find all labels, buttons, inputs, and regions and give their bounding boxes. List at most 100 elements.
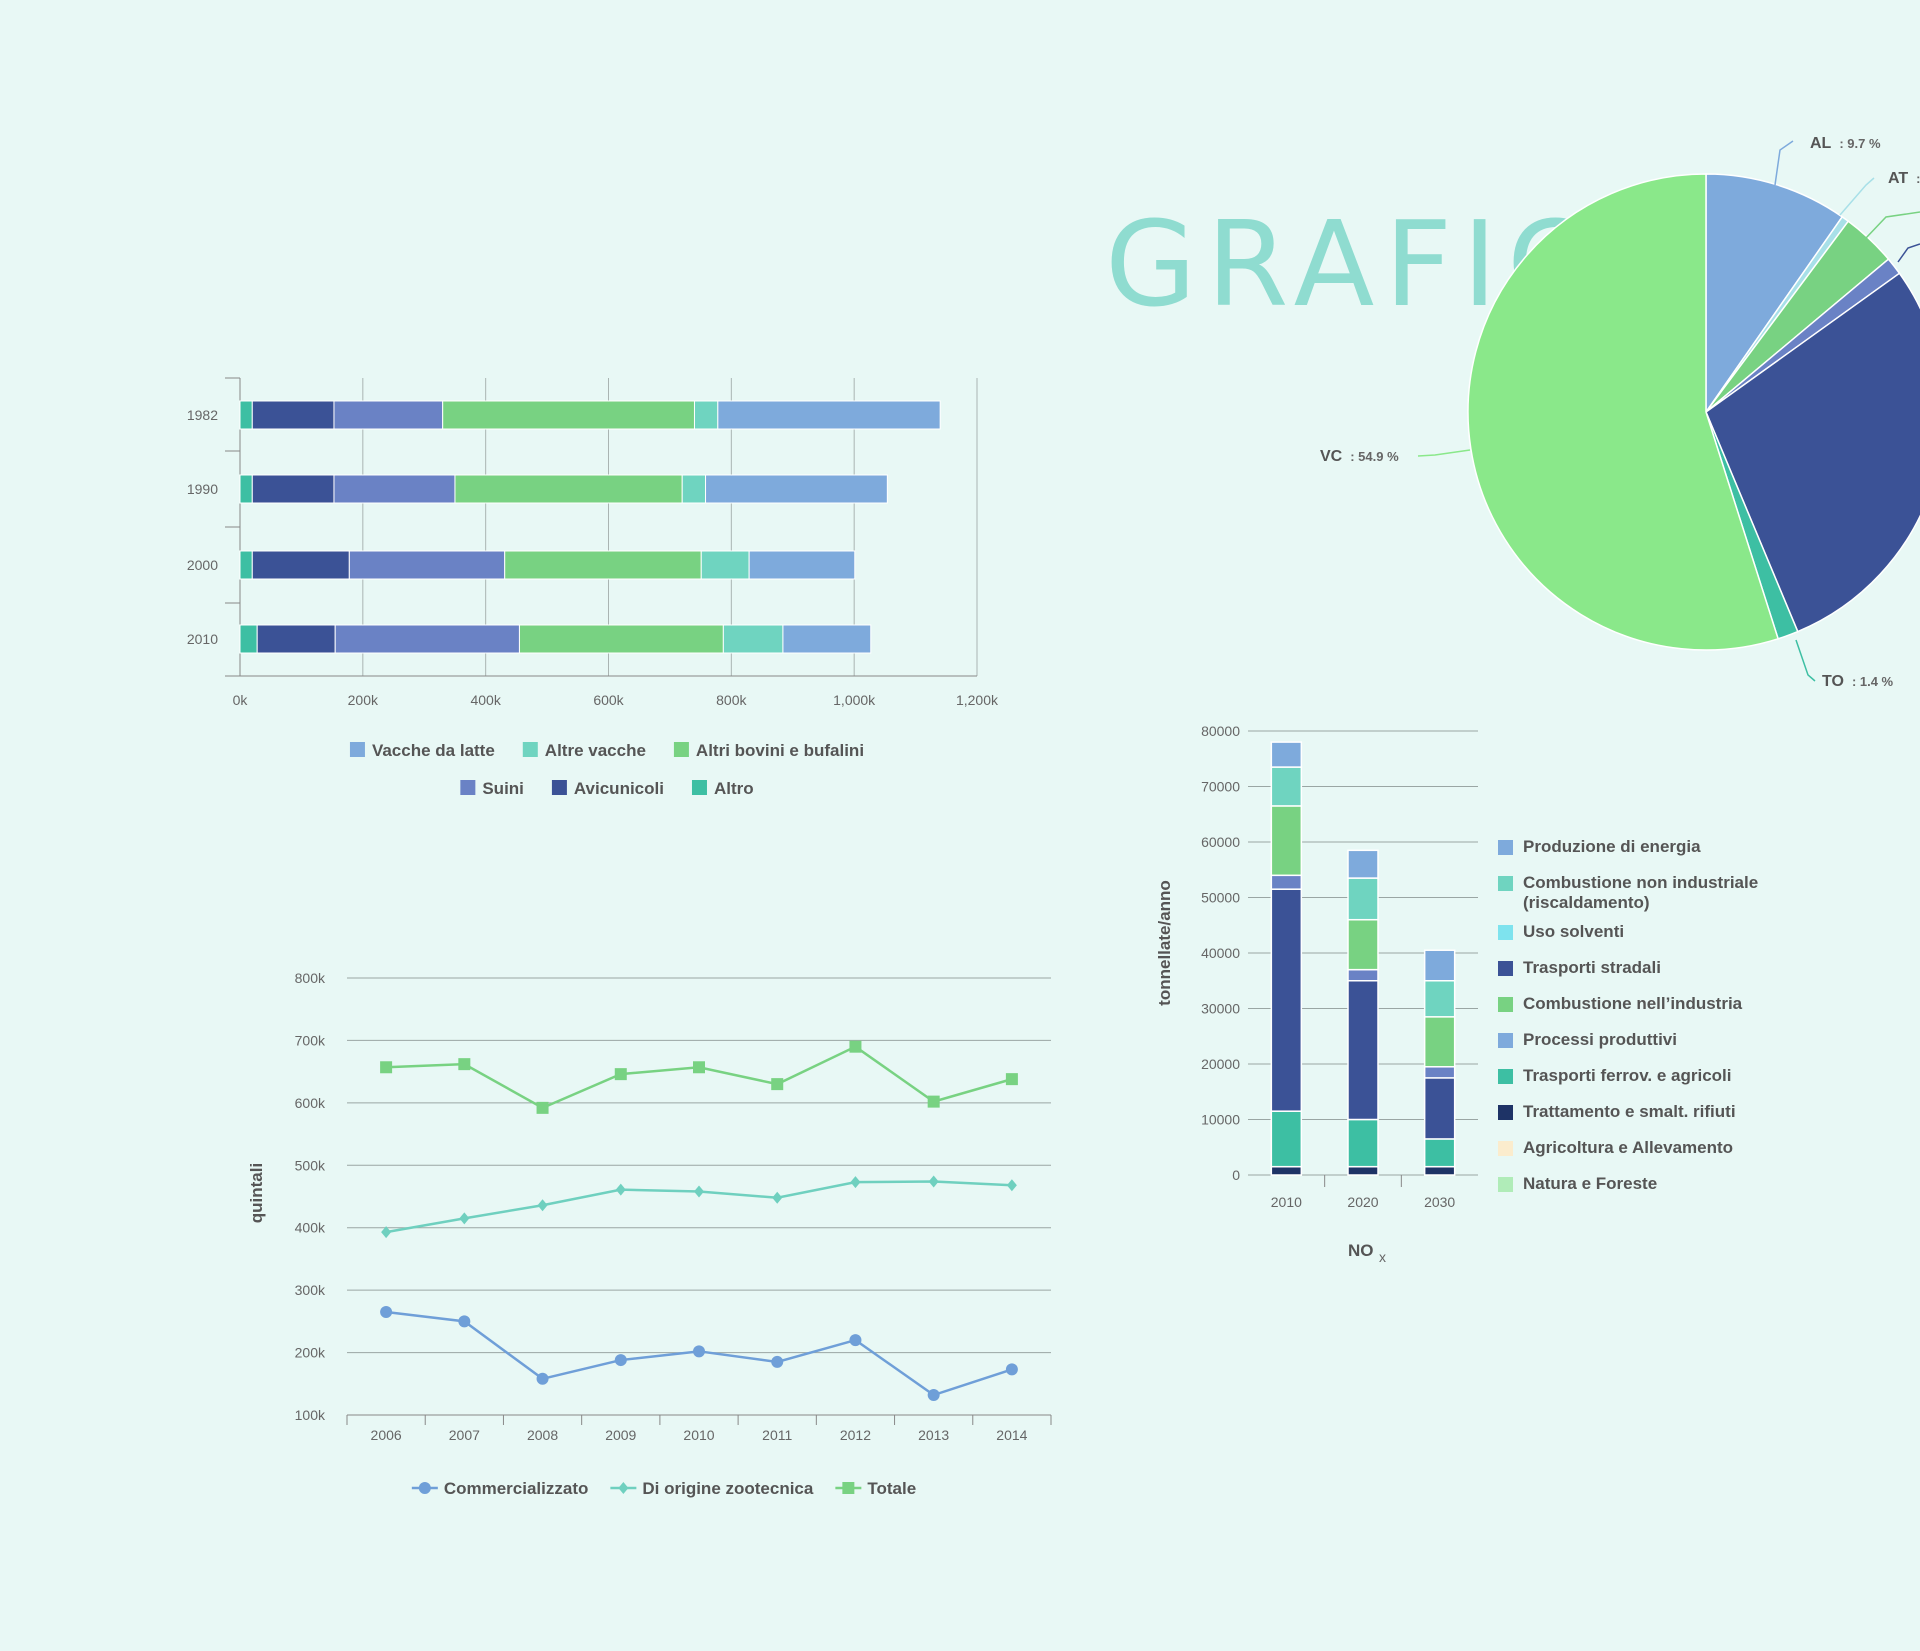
y-tick-label: 500k — [295, 1157, 326, 1173]
pie-slice-value: : 54.9 % — [1350, 449, 1399, 464]
y-category-label: 1982 — [187, 407, 218, 423]
pie-slice-value: : — [1916, 171, 1920, 186]
bar-segment — [717, 400, 941, 430]
legend-swatch — [1498, 1141, 1513, 1156]
legend-label: Uso solventi — [1523, 922, 1624, 941]
production-line-chart: 100k 200k 300k 400k 500k 600k 700k 800k 2006 2007… — [247, 970, 1052, 1498]
pie-leader-line — [1897, 243, 1920, 263]
legend-label: Combustione nell’industria — [1523, 994, 1743, 1013]
legend-label: Processi produttivi — [1523, 1030, 1677, 1049]
legend-swatch — [551, 780, 567, 795]
bar-segment — [1347, 918, 1379, 971]
y-tick-label: 200k — [295, 1345, 326, 1361]
data-point — [693, 1345, 705, 1358]
data-point — [1005, 1073, 1018, 1086]
data-point — [536, 1101, 549, 1114]
data-point — [927, 1389, 940, 1402]
pie-slice — [1705, 173, 1844, 415]
data-point — [850, 1176, 861, 1189]
pie-leader-line — [1865, 211, 1920, 239]
x-axis-title: NO — [1348, 1241, 1374, 1260]
bar-segment — [239, 474, 253, 504]
bar-segment — [348, 550, 506, 580]
x-tick-label: 1,000k — [833, 692, 876, 708]
legend-label: Suini — [482, 779, 524, 798]
legend-label: Combustione non industriale — [1523, 873, 1758, 892]
legend-swatch — [1498, 840, 1513, 855]
x-tick-label: 2007 — [449, 1427, 480, 1443]
x-tick-label: 2012 — [840, 1427, 871, 1443]
data-point — [849, 1334, 862, 1347]
x-tick-label: 2008 — [527, 1427, 558, 1443]
x-tick-label: 2030 — [1424, 1194, 1455, 1210]
bar-segment — [1347, 1165, 1379, 1176]
legend-swatch — [691, 780, 707, 795]
pie-leader-line — [1795, 639, 1816, 682]
legend-label: Vacche da latte — [372, 741, 495, 760]
pie-slice-label: AL: 9.7 % — [1810, 135, 1881, 152]
legend-swatch — [673, 742, 689, 757]
pie-slice-label: AT: — [1888, 170, 1920, 187]
data-point — [772, 1191, 783, 1204]
y-tick-label: 600k — [295, 1095, 326, 1111]
pie-leader-line — [1417, 449, 1471, 457]
bar-segment — [251, 400, 335, 430]
data-point — [771, 1078, 784, 1091]
pie-leader-line — [1839, 177, 1875, 216]
legend-swatch — [522, 742, 538, 757]
legend-label: Altri bovini e bufalini — [696, 741, 864, 760]
x-tick-label: 2011 — [762, 1427, 792, 1443]
legend-label: Commercializzato — [444, 1479, 589, 1498]
data-point — [614, 1068, 627, 1081]
bar-segment — [1270, 1165, 1303, 1176]
data-point — [1005, 1363, 1018, 1376]
bar-segment — [1423, 1165, 1456, 1176]
bar-segment — [700, 550, 750, 580]
bar-segment — [1423, 980, 1456, 1018]
data-point — [927, 1095, 940, 1108]
y-axis-title: tonnellate/anno — [1155, 880, 1174, 1006]
data-point — [458, 1315, 471, 1328]
data-point — [614, 1354, 627, 1367]
bar-segment — [251, 550, 350, 580]
legend-label: Produzione di energia — [1523, 837, 1701, 856]
bar-segment — [1423, 1066, 1456, 1079]
bar-segment — [748, 550, 856, 580]
bar-segment — [239, 400, 253, 430]
data-point — [537, 1199, 548, 1212]
y-tick-label: 800k — [295, 970, 326, 986]
bar-segment — [333, 474, 456, 504]
x-tick-label: 200k — [348, 692, 379, 708]
x-tick-label: 2006 — [371, 1427, 402, 1443]
legend-marker — [418, 1482, 431, 1494]
bar-segment — [251, 474, 335, 504]
y-tick-label: 80000 — [1201, 723, 1240, 739]
legend-marker — [842, 1482, 855, 1494]
data-point — [458, 1058, 471, 1071]
y-tick-label: 20000 — [1201, 1056, 1240, 1072]
x-axis-title-subscript: x — [1379, 1249, 1386, 1265]
pie-slice-value: : 9.7 % — [1839, 136, 1881, 151]
legend-label: Trasporti stradali — [1523, 958, 1661, 977]
y-tick-label: 400k — [295, 1220, 326, 1236]
x-tick-label: 2014 — [996, 1427, 1027, 1443]
pie-slice-label: VC: 54.9 % — [1320, 448, 1399, 465]
data-point — [693, 1061, 705, 1074]
bar-segment — [333, 400, 444, 430]
bar-segment — [1423, 1016, 1456, 1068]
data-point — [381, 1226, 392, 1239]
x-tick-label: 600k — [593, 692, 624, 708]
bar-segment — [782, 624, 872, 654]
bar-segment — [1423, 949, 1456, 982]
y-tick-label: 30000 — [1201, 1001, 1240, 1017]
bar-segment — [1347, 980, 1379, 1121]
data-point — [615, 1183, 626, 1196]
series-line — [386, 1045, 1013, 1110]
bar-segment — [239, 624, 258, 654]
data-point — [928, 1175, 939, 1188]
nox-stacked-bar-chart: 0 10000 20000 30000 40000 50000 60000 70000 8000… — [1155, 723, 1758, 1265]
bar-segment — [1347, 1118, 1379, 1168]
y-category-label: 1990 — [187, 481, 218, 497]
bar-segment — [1347, 968, 1379, 982]
y-tick-label: 60000 — [1201, 834, 1240, 850]
